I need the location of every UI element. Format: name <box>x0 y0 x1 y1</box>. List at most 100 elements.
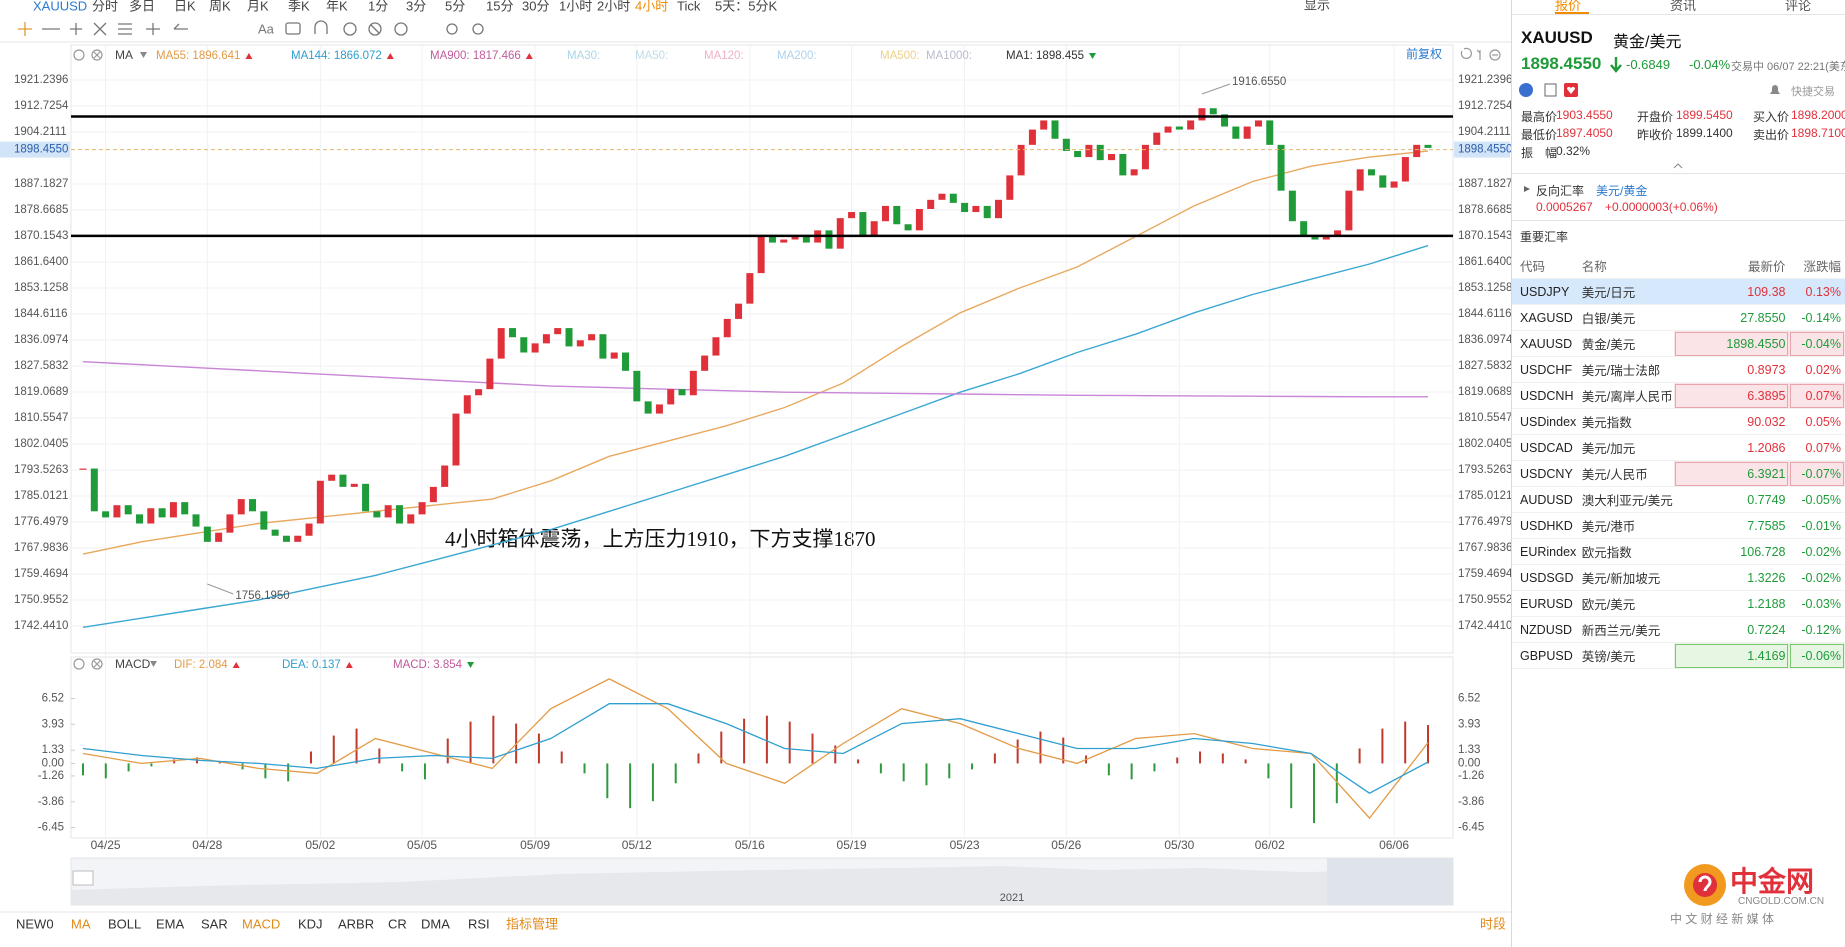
period-tab[interactable]: 日K <box>174 0 196 13</box>
display-menu[interactable]: 显示 <box>1304 0 1330 12</box>
period-tab[interactable]: Tick <box>677 0 701 13</box>
legend-item[interactable]: MACD: 3.854 <box>393 659 463 671</box>
macd-bar <box>720 731 723 764</box>
y-tick-label: 1802.0405 <box>14 438 68 450</box>
rate-row[interactable]: USDJPY 美元/日元 109.38 0.13% <box>1512 278 1845 305</box>
legend-item[interactable]: MA144: 1866.072 <box>291 50 382 62</box>
draw-toolbar[interactable] <box>18 20 484 36</box>
collapse-icon[interactable] <box>1672 161 1684 171</box>
legend-item[interactable]: MA30: <box>567 50 600 62</box>
tab[interactable]: 报价 <box>1555 0 1589 14</box>
name: 美元/港币 <box>1577 512 1675 539</box>
indicator-tab[interactable]: MA <box>71 916 91 931</box>
candle <box>915 208 923 231</box>
indicator-tab[interactable]: MACD <box>242 916 280 931</box>
candle <box>870 221 878 237</box>
period-button[interactable]: 时段 <box>1480 916 1506 931</box>
candle <box>633 370 641 402</box>
period-tab[interactable]: 1小时 <box>559 0 592 13</box>
rate-row[interactable]: USDindex 美元指数 90.032 0.05% <box>1512 408 1845 435</box>
rate-row[interactable]: USDSGD 美元/新加坡元 1.3226 -0.02% <box>1512 564 1845 591</box>
legend-item[interactable]: DEA: 0.137 <box>282 659 341 671</box>
period-tab[interactable]: 多日 <box>129 0 155 13</box>
indicator-name[interactable]: MACD <box>115 657 151 671</box>
adjust-button[interactable]: 前复权 <box>1406 46 1442 61</box>
candle <box>1006 175 1014 200</box>
y-tick-label: 1827.5832 <box>14 360 68 372</box>
reverse-pair[interactable]: 美元/黄金 <box>1596 184 1648 198</box>
period-tab[interactable]: 3分 <box>406 0 426 13</box>
indicator-tab[interactable]: BOLL <box>108 916 141 931</box>
indicator-tab[interactable]: KDJ <box>298 916 323 931</box>
indicator-tab[interactable]: SAR <box>201 916 228 931</box>
period-tab[interactable]: 年K <box>326 0 348 13</box>
legend-item[interactable]: MA500: <box>880 50 920 62</box>
rate-row[interactable]: GBPUSD 英镑/美元 1.4169 -0.06% <box>1512 642 1845 669</box>
period-tab[interactable]: 30分 <box>522 0 549 13</box>
legend-item[interactable]: MA900: 1817.466 <box>430 50 521 62</box>
indicator-tab[interactable]: CR <box>388 916 407 931</box>
legend-item[interactable]: MA55: 1896.641 <box>156 50 240 62</box>
indicator-tab[interactable]: DMA <box>421 916 450 931</box>
rates-table: 代码 名称 最新价 涨跌幅 USDJPY 美元/日元 109.38 0.13% XAGUSD 白银… <box>1512 252 1845 669</box>
legend-item[interactable]: MA1000: <box>926 50 972 62</box>
macd-bar <box>811 733 814 764</box>
candle <box>339 474 347 487</box>
rate-row[interactable]: USDCNY 美元/人民币 6.3921 -0.07% <box>1512 460 1845 487</box>
rate-row[interactable]: NZDUSD 新西兰元/美元 0.7224 -0.12% <box>1512 616 1845 643</box>
period-tab[interactable]: 5分 <box>445 0 465 13</box>
legend-item[interactable]: DIF: 2.084 <box>174 659 228 671</box>
trend-icon <box>150 661 157 667</box>
quote-icons[interactable] <box>1518 82 1588 98</box>
quick-trade[interactable]: 快捷交易 <box>1791 86 1835 98</box>
y-tick-label: 1887.1827 <box>14 178 68 190</box>
period-tab[interactable]: 季K <box>288 0 310 13</box>
price-tag <box>1454 141 1510 158</box>
period-tab[interactable]: 周K <box>209 0 231 13</box>
x-tick-label: 05/05 <box>407 838 437 852</box>
timeline-handle[interactable] <box>72 870 94 886</box>
symbol-tab[interactable]: XAUUSD <box>33 0 87 13</box>
rate-row[interactable]: EURUSD 欧元/美元 1.2188 -0.03% <box>1512 590 1845 617</box>
indicator-tab[interactable]: RSI <box>468 916 490 931</box>
period-tab[interactable]: 1分 <box>368 0 388 13</box>
period-tab[interactable]: 分时 <box>92 0 118 13</box>
rate-row[interactable]: XAUUSD 黄金/美元 1898.4550 -0.04% <box>1512 330 1845 357</box>
indicator-tab[interactable]: EMA <box>156 916 185 931</box>
rate-row[interactable]: EURindex 欧元指数 106.728 -0.02% <box>1512 538 1845 565</box>
legend-item[interactable]: MA120: <box>704 50 744 62</box>
header-cell: 最新价 <box>1674 252 1790 279</box>
rate-row[interactable]: USDCAD 美元/加元 1.2086 0.07% <box>1512 434 1845 461</box>
indicator-tab[interactable]: 指标管理 <box>506 916 558 931</box>
legend-item[interactable]: MA1: 1898.455 <box>1006 50 1084 62</box>
bell-icon[interactable] <box>1768 82 1782 98</box>
chart-area: Aa 显示 2021 时段 4小时箱体震荡，上方压力1910，下方支撑1870 … <box>0 0 1511 932</box>
period-tab[interactable]: 4小时 <box>635 0 668 13</box>
legend-item[interactable]: MA50: <box>635 50 668 62</box>
rate-row[interactable]: USDCNH 美元/离岸人民币 6.3895 0.07% <box>1512 382 1845 409</box>
candle <box>181 502 189 515</box>
candle <box>701 355 709 371</box>
rate-row[interactable]: USDCHF 美元/瑞士法郎 0.8973 0.02% <box>1512 356 1845 383</box>
rate-row[interactable]: AUDUSD 澳大利亚元/美元 0.7749 -0.05% <box>1512 486 1845 513</box>
y-tick-label: -6.45 <box>38 822 64 834</box>
period-tab[interactable]: 月K <box>247 0 269 13</box>
rate-row[interactable]: XAGUSD 白银/美元 27.8550 -0.14% <box>1512 304 1845 331</box>
legend-item[interactable]: MA200: <box>777 50 817 62</box>
indicator-tab[interactable]: ARBR <box>338 916 374 931</box>
expand-icon[interactable] <box>1522 184 1532 194</box>
code: USDCNY <box>1512 460 1578 487</box>
period-tab[interactable]: 2小时 <box>597 0 630 13</box>
indicator-tab[interactable]: NEW0 <box>16 916 54 931</box>
period-tab[interactable]: 5天：5分K <box>715 0 777 13</box>
indicator-name[interactable]: MA <box>115 48 133 62</box>
panel-icons[interactable] <box>73 47 1501 670</box>
tab[interactable]: 评论 <box>1785 0 1812 13</box>
period-tab[interactable]: 15分 <box>486 0 513 13</box>
font-tool[interactable]: Aa <box>258 21 275 36</box>
tab[interactable]: 资讯 <box>1670 0 1697 13</box>
rate-row[interactable]: USDHKD 美元/港币 7.7585 -0.01% <box>1512 512 1845 539</box>
timeline-window[interactable] <box>1327 858 1453 905</box>
candle <box>1096 144 1104 161</box>
macd-bar <box>857 759 860 764</box>
